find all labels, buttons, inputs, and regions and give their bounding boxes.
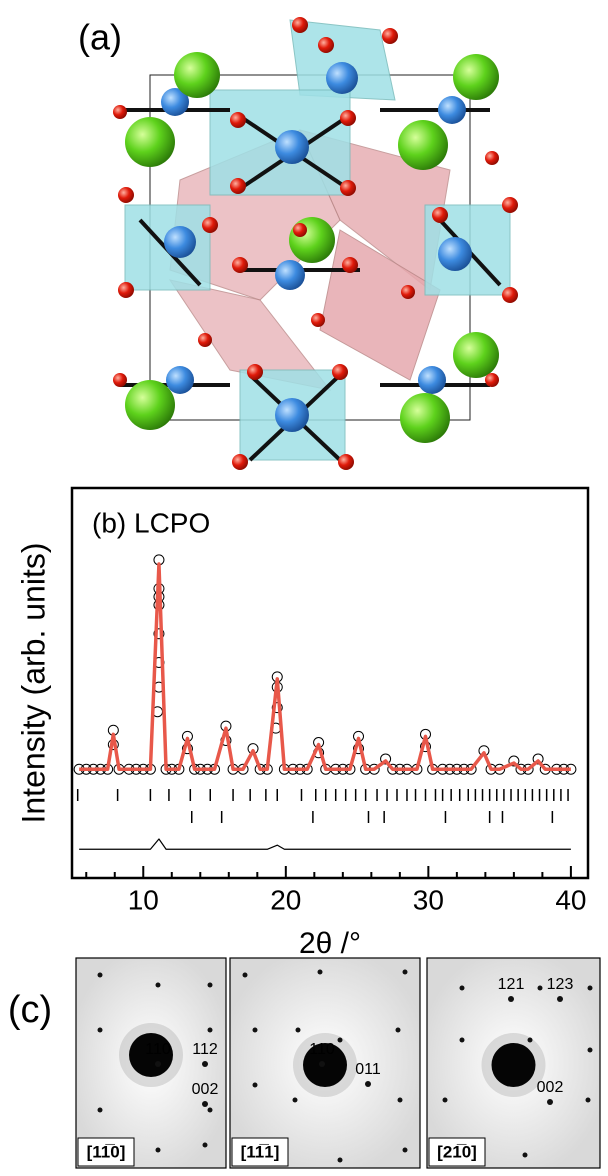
spot-label: 110 [309, 1041, 335, 1058]
diffraction-spot [402, 1147, 408, 1153]
diffraction-spot [207, 1107, 213, 1113]
observed-point [532, 753, 544, 765]
diffraction-spot [587, 985, 593, 991]
diffraction-spot [537, 985, 543, 991]
central-beam [303, 1043, 347, 1087]
spot-label: 123 [547, 976, 574, 993]
diffraction-spot [155, 982, 161, 988]
diffraction-spot [252, 1082, 258, 1088]
diffraction-spot [97, 972, 103, 978]
zone-label-box [231, 1137, 289, 1167]
zone-label: [21̅0] [437, 1142, 477, 1161]
zone-label-box [428, 1137, 486, 1167]
diffraction-spot [587, 1047, 593, 1053]
observed-point [153, 628, 165, 640]
diffraction-spot [155, 1061, 161, 1067]
diffraction-spot [242, 972, 248, 978]
panel-label: (a) [78, 17, 122, 58]
diffraction-spot [207, 982, 213, 988]
panel-label: (c) [8, 989, 52, 1031]
y-axis-label: Intensity (arb. units) [15, 543, 51, 824]
diffraction-spot [97, 1027, 103, 1033]
zone-label: [11̅1] [241, 1142, 280, 1161]
diffraction-spot [527, 1037, 533, 1043]
diffraction-spot [442, 1097, 448, 1103]
spot-label: 112 [192, 1041, 218, 1058]
zone-label-box [77, 1137, 135, 1167]
observed-point [380, 753, 392, 765]
diffraction-spot [395, 1027, 401, 1033]
chart-title: (b) LCPO [92, 507, 210, 538]
x-axis-label: 2θ /° [299, 927, 361, 960]
diffraction-spot [295, 1027, 301, 1033]
central-beam [129, 1033, 173, 1077]
difference-line [79, 838, 571, 850]
calculated-line [79, 562, 571, 771]
plot-frame [70, 486, 590, 880]
x-tick-label: 20 [270, 884, 301, 915]
diffraction-spot [365, 1081, 371, 1087]
x-tick-label: 10 [128, 884, 159, 915]
diffraction-spot [202, 1101, 208, 1107]
diffraction-panels: 110 112 002 [11̅0] 110 011 [11̅1] 121 123 002 [21̅… [75, 957, 601, 1169]
spot-label: 002 [192, 1081, 219, 1098]
diffraction-spot [207, 1027, 213, 1033]
spot-label: 121 [498, 976, 525, 993]
diffraction-spot [252, 1027, 258, 1033]
spot-label: 110 [145, 1041, 171, 1058]
zone-label: [11̅0] [87, 1142, 126, 1161]
diffraction-spot [319, 1061, 325, 1067]
diffraction-spot [97, 1107, 103, 1113]
diffraction-spot [202, 1142, 208, 1148]
diffraction-spot [292, 1097, 298, 1103]
observed-point [271, 702, 283, 714]
diffraction-spot [202, 1061, 208, 1067]
diffraction-spot [557, 996, 563, 1002]
diffraction-spot [397, 1097, 403, 1103]
diffraction-spot [459, 985, 465, 991]
diffraction-spot [459, 1037, 465, 1043]
diffraction-spot [317, 969, 323, 975]
x-tick-label: 30 [413, 884, 444, 915]
diffraction-spot [522, 1152, 528, 1158]
diffraction-spot [402, 969, 408, 975]
diffraction-spot [337, 1037, 343, 1043]
diffraction-spot [155, 1147, 161, 1153]
crystal-structure [113, 17, 518, 470]
diffraction-spot [337, 1157, 343, 1163]
diffraction-spot [547, 1099, 553, 1105]
diffraction-spot [508, 996, 514, 1002]
diffraction-spot [585, 1097, 591, 1103]
spot-label: 011 [355, 1061, 381, 1078]
x-tick-label: 40 [555, 884, 586, 915]
observed-point [508, 755, 520, 767]
spot-label: 002 [537, 1079, 564, 1096]
central-beam [491, 1043, 536, 1087]
